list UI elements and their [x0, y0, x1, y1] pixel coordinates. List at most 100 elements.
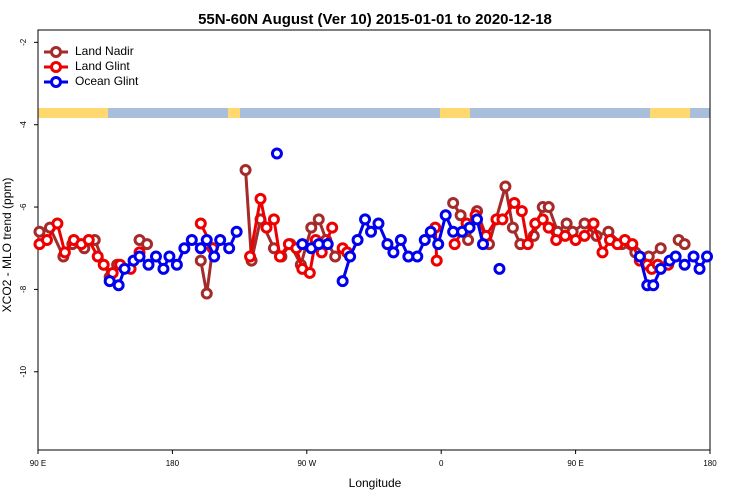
point: [439, 209, 452, 222]
point: [477, 238, 490, 251]
point: [359, 213, 372, 226]
point: [194, 242, 207, 255]
x-tick-label: 90 E: [30, 459, 46, 468]
point: [267, 213, 280, 226]
point: [542, 201, 555, 214]
legend-label: Ocean Glint: [75, 74, 139, 88]
point: [515, 205, 528, 218]
point: [381, 238, 394, 251]
x-tick-label: 180: [166, 459, 180, 468]
y-axis-label: XCO2 - MLO trend (ppm): [0, 178, 14, 313]
point: [230, 225, 243, 238]
point: [596, 246, 609, 259]
point: [178, 242, 191, 255]
y-tick-label: -10: [19, 365, 28, 377]
point: [394, 234, 407, 246]
point: [508, 196, 521, 209]
point: [678, 258, 691, 271]
point: [40, 234, 53, 246]
y-tick-label: -4: [19, 121, 28, 129]
point: [462, 234, 475, 246]
point: [321, 238, 334, 251]
point: [273, 250, 286, 263]
point: [133, 250, 146, 263]
point: [521, 238, 534, 251]
point: [654, 242, 667, 255]
chart-title: 55N-60N August (Ver 10) 2015-01-01 to 20…: [198, 11, 552, 28]
point: [559, 229, 572, 242]
point: [157, 262, 170, 275]
point: [454, 209, 467, 222]
point: [569, 234, 582, 246]
point: [344, 250, 357, 263]
legend-label: Land Nadir: [75, 44, 134, 58]
point: [254, 192, 267, 205]
point: [647, 279, 660, 292]
strip-ocean: [690, 108, 710, 118]
point: [200, 287, 213, 300]
point: [463, 221, 476, 234]
point: [194, 254, 207, 267]
point: [633, 250, 646, 263]
point: [142, 258, 155, 271]
point: [687, 250, 700, 263]
point: [447, 196, 460, 209]
point: [430, 254, 443, 267]
point: [223, 242, 236, 255]
x-tick-label: 0: [439, 459, 444, 468]
point: [170, 258, 183, 271]
point: [326, 221, 339, 234]
point: [303, 266, 316, 279]
point: [387, 246, 400, 259]
point: [493, 262, 506, 275]
legend-marker: [50, 76, 62, 88]
land-ocean-strip: [38, 108, 710, 118]
point: [336, 275, 349, 288]
point: [51, 217, 64, 230]
point: [506, 221, 519, 234]
point: [312, 213, 325, 226]
point: [260, 221, 273, 234]
point: [351, 234, 364, 246]
point: [118, 262, 131, 275]
point: [214, 234, 227, 246]
point: [587, 217, 600, 230]
point: [329, 250, 342, 263]
x-tick-label: 90 E: [567, 459, 583, 468]
y-tick-label: -2: [19, 38, 28, 46]
point: [82, 234, 95, 246]
point: [693, 262, 706, 275]
point: [654, 262, 667, 275]
point: [536, 213, 549, 226]
point: [372, 217, 385, 230]
point: [499, 180, 512, 193]
point: [91, 250, 104, 263]
legend-marker: [50, 46, 62, 58]
point: [200, 234, 213, 246]
point: [550, 234, 563, 246]
point: [296, 238, 309, 251]
point: [578, 229, 591, 242]
point: [411, 250, 424, 263]
strip-ocean: [108, 108, 228, 118]
point: [141, 238, 154, 251]
point: [97, 258, 110, 271]
y-tick-label: -6: [19, 203, 28, 211]
point: [149, 250, 162, 263]
point: [208, 250, 221, 263]
point: [496, 213, 509, 226]
point: [701, 250, 714, 263]
point: [448, 238, 461, 251]
strip-ocean: [470, 108, 650, 118]
point: [678, 238, 691, 251]
y-tick-label: -8: [19, 285, 28, 293]
legend-marker: [50, 61, 62, 73]
point: [669, 250, 682, 263]
point: [103, 275, 116, 288]
point: [239, 164, 252, 176]
point: [112, 279, 125, 292]
point: [418, 234, 431, 246]
point: [432, 238, 445, 251]
point: [365, 225, 378, 238]
